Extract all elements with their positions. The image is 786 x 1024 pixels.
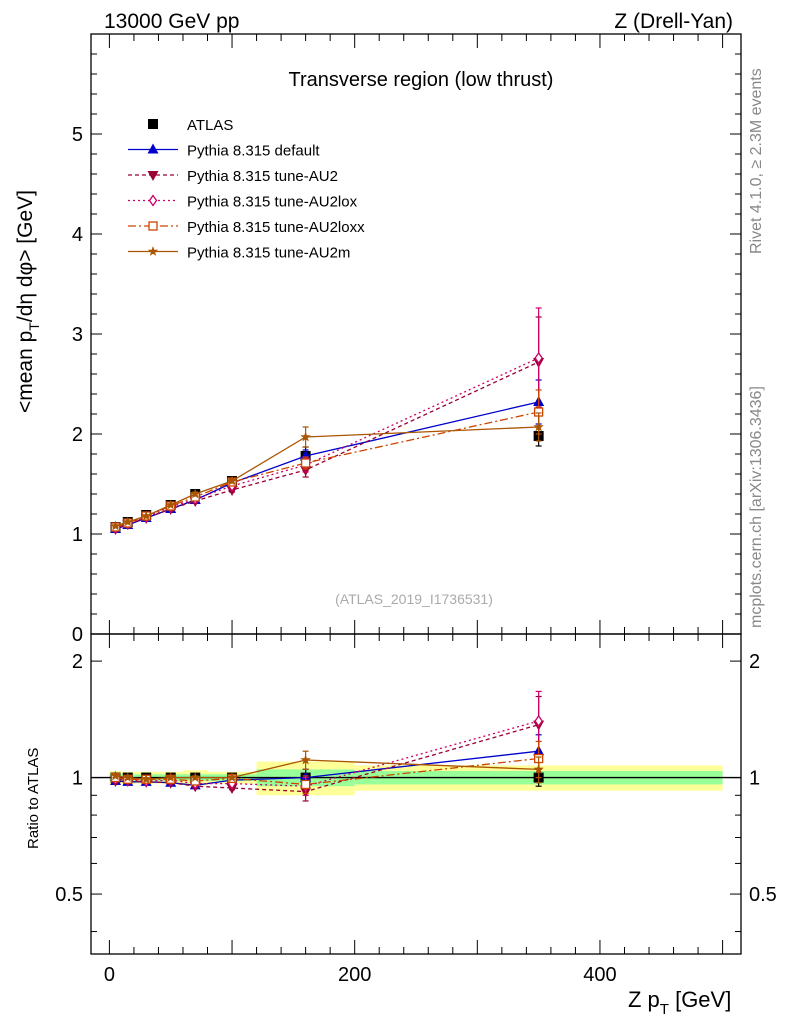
legend-label: Pythia 8.315 tune-AU2m bbox=[187, 245, 350, 262]
main-point bbox=[300, 431, 311, 442]
main-series-0 bbox=[110, 425, 544, 532]
ratio-plot-frame bbox=[90, 633, 742, 955]
ratio-point bbox=[300, 754, 311, 765]
main-y-tick-label: 2 bbox=[72, 424, 83, 446]
legend-marker bbox=[147, 246, 159, 256]
main-point bbox=[141, 510, 152, 521]
chart-title: Transverse region (low thrust) bbox=[289, 69, 554, 91]
ratio-y-axis-label: Ratio to ATLAS bbox=[25, 748, 42, 849]
legend-marker bbox=[147, 171, 159, 181]
ratio-y-tick-label: 0.5 bbox=[55, 884, 83, 906]
rivet-label: Rivet 4.1.0, ≥ 2.3M events bbox=[748, 68, 765, 254]
ratio-point bbox=[226, 772, 238, 782]
ratio-series-line bbox=[115, 757, 539, 786]
analysis-watermark: (ATLAS_2019_I1736531) bbox=[335, 591, 493, 607]
main-series-line bbox=[115, 361, 539, 530]
main-y-tick-label: 3 bbox=[72, 324, 83, 346]
legend-marker bbox=[147, 143, 159, 154]
legend-marker bbox=[148, 119, 158, 129]
ratio-y-tick-label: 1 bbox=[72, 768, 83, 790]
ratio-point bbox=[141, 773, 152, 784]
ratio-y-tick-label-right: 2 bbox=[749, 651, 760, 673]
main-point bbox=[300, 458, 311, 468]
x-axis-label: Z pT [GeV] bbox=[628, 987, 731, 1018]
ratio-point bbox=[110, 770, 121, 781]
mcplots-label: mcplots.cern.ch [arXiv:1306.3436] bbox=[748, 386, 765, 628]
x-tick-label: 200 bbox=[338, 964, 371, 986]
header-right: Z (Drell-Yan) bbox=[614, 10, 733, 33]
main-series-4 bbox=[110, 389, 544, 532]
ratio-y-tick-label: 2 bbox=[72, 651, 83, 673]
legend-label: Pythia 8.315 tune-AU2loxx bbox=[187, 219, 365, 236]
ratio-point bbox=[165, 772, 176, 782]
main-point bbox=[165, 499, 176, 510]
legend-label: Pythia 8.315 tune-AU2lox bbox=[187, 194, 358, 211]
ratio-series-line bbox=[115, 759, 539, 780]
main-point bbox=[110, 520, 121, 531]
legend-label: ATLAS bbox=[187, 117, 233, 134]
main-series-3 bbox=[111, 307, 543, 535]
main-point bbox=[190, 488, 201, 499]
legend-label: Pythia 8.315 default bbox=[187, 143, 320, 160]
ratio-y-tick-label-right: 0.5 bbox=[749, 884, 777, 906]
legend-marker bbox=[148, 221, 158, 231]
ratio-point bbox=[534, 714, 543, 728]
legend-label: Pythia 8.315 tune-AU2 bbox=[187, 168, 338, 185]
main-series-line bbox=[115, 401, 539, 530]
ratio-point bbox=[300, 779, 311, 790]
main-y-tick-label: 4 bbox=[72, 224, 83, 246]
ratio-point bbox=[190, 772, 201, 782]
ratio-series-5 bbox=[110, 750, 544, 784]
ratio-point bbox=[122, 772, 133, 782]
main-point bbox=[534, 351, 543, 365]
ratio-y-tick-label-right: 1 bbox=[749, 768, 760, 790]
main-y-axis-label: <mean pT/dη dφ> [GeV] bbox=[14, 190, 42, 413]
main-y-tick-label: 5 bbox=[72, 124, 83, 146]
main-y-tick-label: 0 bbox=[72, 624, 83, 646]
x-tick-label: 0 bbox=[104, 964, 115, 986]
main-series-5 bbox=[110, 412, 544, 531]
main-series-line bbox=[115, 426, 539, 527]
main-point bbox=[122, 516, 133, 527]
main-point bbox=[226, 475, 238, 486]
main-point bbox=[533, 421, 544, 432]
x-tick-label: 400 bbox=[583, 964, 616, 986]
main-y-tick-label: 1 bbox=[72, 524, 83, 546]
header-left: 13000 GeV pp bbox=[104, 10, 239, 33]
ratio-point bbox=[533, 763, 544, 774]
legend-marker bbox=[148, 194, 158, 207]
